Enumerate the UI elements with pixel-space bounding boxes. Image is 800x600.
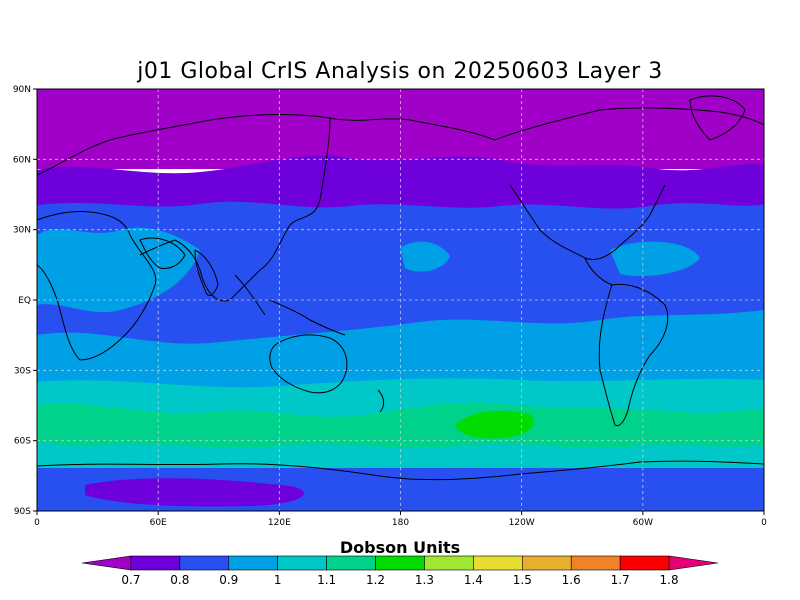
lat-tick-label-6: 90S	[14, 507, 31, 517]
colorbar-segment-10	[570, 555, 621, 571]
colorbar-label-0: 0.7	[121, 573, 140, 587]
band-antarctic-low	[85, 478, 305, 507]
coast-europe-asia	[37, 113, 496, 302]
coast-arabia	[139, 237, 186, 269]
colorbar-label-10: 1.7	[611, 573, 630, 587]
lon-tick-label-1: 60E	[150, 518, 167, 528]
colorbar-segment-5	[326, 555, 376, 571]
colorbar-segment-4	[277, 555, 327, 571]
lat-tick-label-1: 60N	[13, 155, 31, 165]
colorbar-segment-6	[375, 555, 425, 571]
lon-tick-label-4: 120W	[509, 518, 535, 528]
colorbar-segment-11	[619, 555, 670, 571]
coast-africa	[37, 211, 157, 361]
band-tropics-light-c	[610, 241, 700, 277]
band-south-peak	[455, 410, 534, 439]
lat-tick-label-5: 60S	[14, 437, 31, 447]
latitude-ticks: 90N 60N 30N EQ 30S 60S 90S	[13, 85, 37, 517]
colorbar-segment-7	[424, 555, 474, 571]
lon-tick-label-0: 0	[34, 518, 40, 528]
coast-nz	[377, 389, 385, 413]
coast-seasia	[234, 274, 346, 336]
colorbar-label-5: 1.2	[366, 573, 385, 587]
colorbar-segment-1	[130, 555, 181, 571]
coast-australia	[269, 334, 348, 394]
colorbar-segment-3	[228, 555, 278, 571]
colorbar-label-6: 1.3	[415, 573, 434, 587]
coast-central-america	[584, 257, 613, 286]
lon-tick-label-6: 0	[761, 518, 767, 528]
lat-tick-label-3: EQ	[18, 296, 31, 306]
lat-tick-label-4: 30S	[14, 366, 31, 376]
map-title: j01 Global CrIS Analysis on 20250603 Lay…	[136, 59, 662, 84]
lon-tick-label-3: 180	[392, 518, 409, 528]
band-tropics-light	[37, 227, 200, 313]
coast-north-america	[494, 107, 764, 261]
colorbar-label-11: 1.8	[660, 573, 679, 587]
coastlines	[37, 95, 764, 481]
colorbar-label-2: 0.9	[219, 573, 238, 587]
coast-antarctica	[37, 460, 764, 481]
map-area	[37, 89, 764, 511]
colorbar-label-9: 1.6	[562, 573, 581, 587]
coast-india	[194, 249, 219, 296]
colorbar-segment-9	[522, 555, 572, 571]
colorbar-segment-8	[473, 555, 523, 571]
coast-greenland	[689, 95, 746, 141]
lon-tick-label-5: 60W	[633, 518, 653, 528]
colorbar-label-4: 1.1	[317, 573, 336, 587]
lon-tick-label-2: 120E	[268, 518, 291, 528]
colorbar-label-1: 0.8	[170, 573, 189, 587]
colorbar-title: Dobson Units	[340, 538, 460, 557]
lat-tick-label-0: 90N	[13, 85, 31, 95]
colorbar-segment-0	[81, 555, 132, 571]
colorbar-segment-2	[179, 555, 230, 571]
colorbar-segment-12	[668, 555, 719, 571]
longitude-ticks: 0 60E 120E 180 120W 60W 0	[34, 511, 767, 528]
band-antarctic-edge	[37, 448, 764, 470]
lat-tick-label-2: 30N	[13, 226, 31, 236]
gridlines	[37, 89, 764, 511]
colorbar: 0.7 0.8 0.9 1 1.1 1.2 1.3 1.4 1.5 1.6 1.7 1.8	[81, 555, 719, 587]
coast-south-america	[598, 283, 669, 427]
colorbar-label-8: 1.5	[513, 573, 532, 587]
colorbar-label-7: 1.4	[464, 573, 483, 587]
band-tropics-light-b	[400, 241, 450, 272]
colorbar-label-3: 1	[274, 573, 282, 587]
